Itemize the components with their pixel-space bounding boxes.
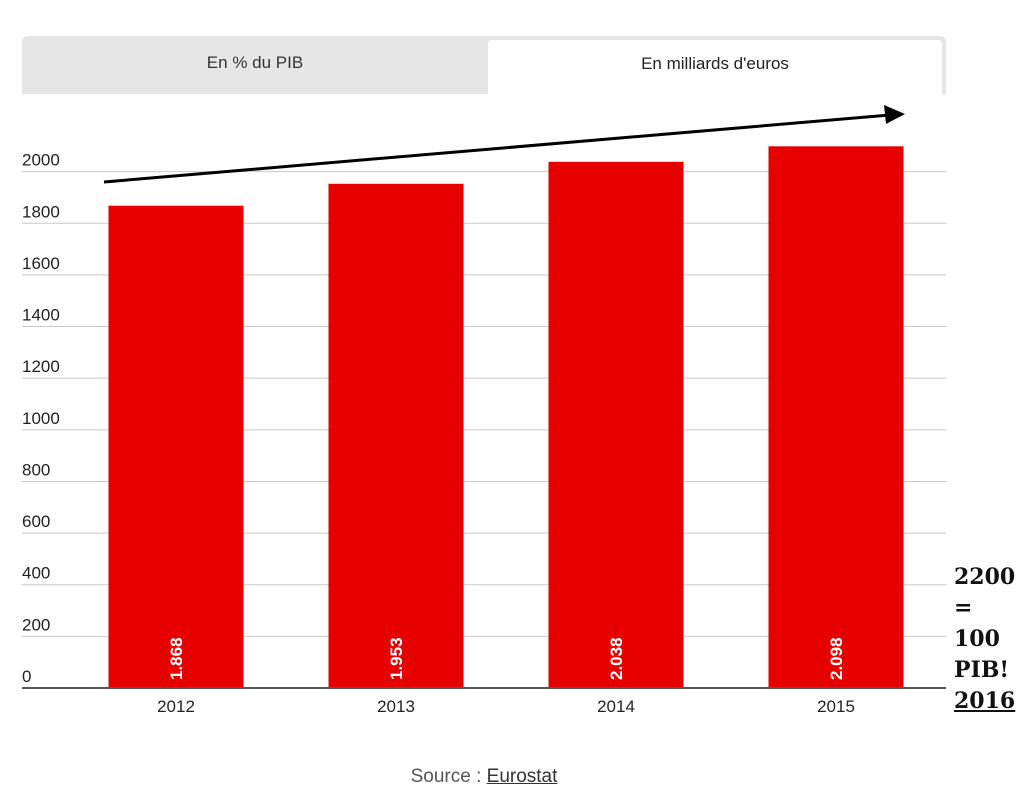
bar (768, 146, 904, 689)
source-prefix: Source : (410, 766, 487, 787)
source-link[interactable]: Eurostat (486, 766, 558, 787)
x-tick-label: 2015 (817, 697, 855, 716)
data-label: 1.868 (167, 637, 186, 680)
annotation-line: 2016 (954, 688, 1016, 714)
y-tick-label: 600 (22, 512, 50, 531)
y-tick-label: 800 (22, 460, 50, 479)
x-axis-ticks: 2012 2013 2014 2015 (157, 697, 855, 716)
handwritten-annotation: 2200 = 100 PIB! 2016 (954, 562, 1020, 717)
bar (328, 183, 464, 688)
x-tick-label: 2012 (157, 697, 195, 716)
y-axis-ticks: 0 200 400 600 800 1000 1200 1400 1600 1800 2000 (22, 151, 60, 686)
x-tick-label: 2013 (377, 697, 415, 716)
data-labels: 1.868 1.953 2.038 2.098 (167, 637, 846, 680)
tab-billions-euros[interactable]: En milliards d'euros (488, 40, 942, 94)
annotation-line: PIB! (954, 657, 1010, 683)
y-tick-label: 1400 (22, 306, 60, 325)
y-tick-label: 200 (22, 615, 50, 634)
bar (108, 205, 244, 688)
trend-arrow (103, 105, 905, 184)
tab-percent-gdp[interactable]: En % du PIB (206, 53, 304, 72)
data-label: 1.953 (387, 637, 406, 680)
data-label: 2.038 (607, 637, 626, 680)
x-tick-label: 2014 (597, 697, 635, 716)
bar (548, 161, 684, 689)
y-tick-label: 0 (22, 667, 31, 686)
y-tick-label: 1200 (22, 357, 60, 376)
y-tick-label: 2000 (22, 151, 60, 170)
y-tick-label: 1000 (22, 409, 60, 428)
annotation-line: 100 (954, 626, 1000, 652)
annotation-line: = (954, 595, 973, 621)
data-label: 2.098 (827, 637, 846, 680)
annotation-line: 2200 (954, 564, 1016, 590)
y-tick-label: 1600 (22, 254, 60, 273)
tab-bar: En % du PIB En milliards d'euros (22, 36, 946, 94)
y-tick-label: 400 (22, 564, 50, 583)
source-line: Source : Eurostat (0, 766, 968, 788)
y-tick-label: 1800 (22, 202, 60, 221)
bars (108, 146, 904, 689)
